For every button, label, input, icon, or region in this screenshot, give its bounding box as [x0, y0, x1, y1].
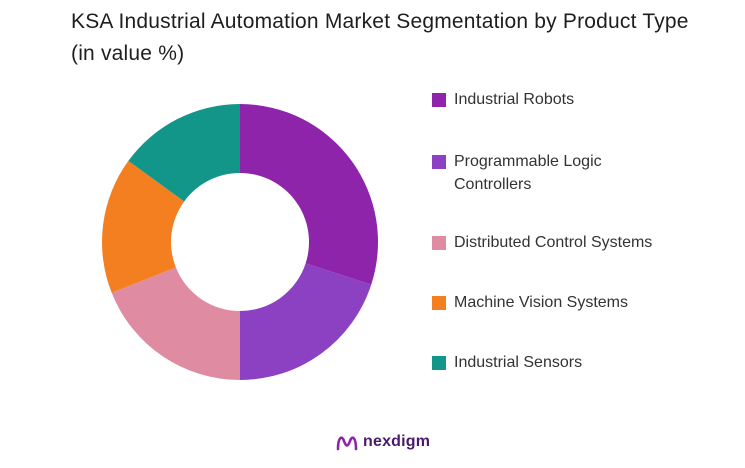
donut-slice-industrial-robots — [240, 104, 378, 285]
legend-item-plc: Programmable Logic Controllers — [432, 150, 634, 196]
chart-title: KSA Industrial Automation Market Segment… — [71, 10, 689, 65]
brand-name: nexdigm — [363, 433, 431, 450]
donut-slice-programmable-logic-controllers — [240, 263, 372, 380]
legend-label: Industrial Sensors — [454, 354, 583, 371]
legend-label: Distributed Control Systems — [454, 234, 653, 251]
legend-label: Programmable Logic Controllers — [454, 153, 602, 193]
legend-item-industrial-robots: Industrial Robots — [432, 88, 694, 111]
brand-logo: nexdigm — [336, 433, 430, 451]
legend-item-machine-vision: Machine Vision Systems — [432, 291, 694, 314]
legend-swatch — [432, 296, 446, 310]
legend-swatch — [432, 93, 446, 107]
donut-slice-distributed-control-systems — [111, 267, 240, 380]
legend-label: Machine Vision Systems — [454, 294, 628, 311]
legend-item-industrial-sensors: Industrial Sensors — [432, 351, 694, 374]
legend-label: Industrial Robots — [454, 91, 575, 108]
nexdigm-logo-icon — [336, 436, 358, 451]
legend-swatch — [432, 236, 446, 250]
legend-swatch — [432, 155, 446, 169]
legend-item-dcs: Distributed Control Systems — [432, 231, 694, 254]
donut-slice-industrial-sensors — [128, 104, 240, 202]
donut-slice-machine-vision-systems — [102, 160, 185, 293]
legend-swatch — [432, 356, 446, 370]
